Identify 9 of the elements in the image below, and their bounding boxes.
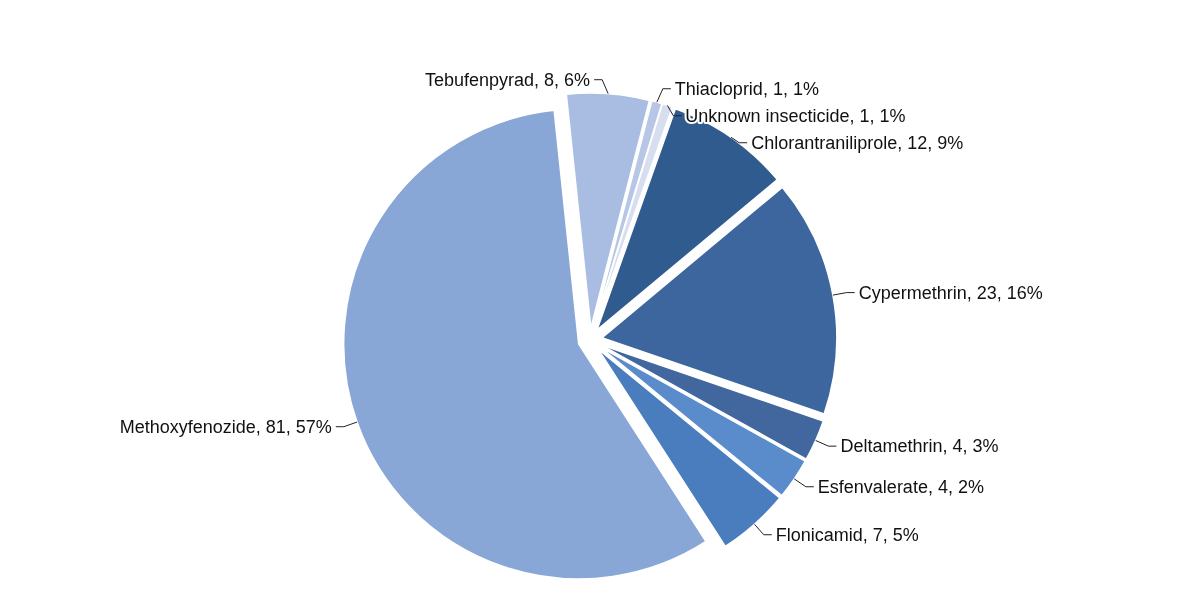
slice-label: Unknown insecticide, 1, 1% xyxy=(685,106,906,127)
slice-label: Esfenvalerate, 4, 2% xyxy=(817,477,984,498)
slice-label: Cypermethrin, 23, 16% xyxy=(858,282,1043,303)
slice-label: Thiacloprid, 1, 1% xyxy=(674,79,819,100)
slice-label: Deltamethrin, 4, 3% xyxy=(840,436,999,457)
slice-label: Chlorantraniliprole, 12, 9% xyxy=(751,133,964,154)
slice-label: Tebufenpyrad, 8, 6% xyxy=(425,70,591,91)
slice-label: Flonicamid, 7, 5% xyxy=(775,525,919,546)
slice-label: Methoxyfenozide, 81, 57% xyxy=(119,417,332,438)
